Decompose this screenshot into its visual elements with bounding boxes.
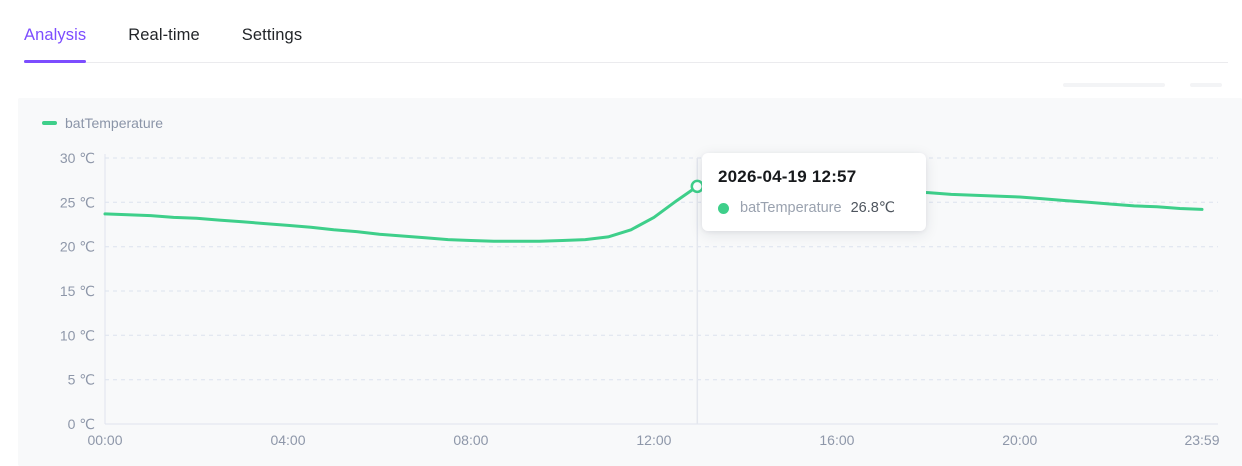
x-tick-label: 00:00 <box>87 432 122 448</box>
tab-settings[interactable]: Settings <box>241 26 303 44</box>
y-tick-label: 0 ℃ <box>68 416 95 432</box>
x-tick-label: 23:59 <box>1184 432 1219 448</box>
tab-bar: Analysis Real-time Settings <box>24 0 1228 63</box>
tab-real-time[interactable]: Real-time <box>128 26 200 44</box>
series-dot-icon <box>718 202 729 214</box>
x-tick-label: 04:00 <box>270 432 305 448</box>
x-tick-label: 12:00 <box>636 432 671 448</box>
y-tick-label: 15 ℃ <box>60 283 95 299</box>
tab-analysis[interactable]: Analysis <box>24 2 87 63</box>
x-tick-label: 16:00 <box>819 432 854 448</box>
chart-panel: 0 ℃ 5 ℃ 10 ℃ 15 ℃ 20 ℃ 25 ℃ 30 ℃ 00:00 04:00 08:0… <box>18 98 1242 466</box>
tooltip-series-name: batTemperature <box>740 200 842 216</box>
x-tick-label: 20:00 <box>1002 432 1037 448</box>
y-tick-label: 10 ℃ <box>60 327 95 343</box>
temperature-line <box>103 182 1204 243</box>
tooltip-datetime: 2026-04-19 12:57 <box>718 167 857 186</box>
faint-placeholder-bar <box>1190 83 1222 87</box>
tooltip-series-value: 26.8℃ <box>850 200 896 216</box>
y-tick-label: 25 ℃ <box>60 194 95 210</box>
legend-item-battemperature[interactable]: batTemperature <box>42 115 163 131</box>
chart-tooltip: 2026-04-19 12:57 batTemperature 26.8℃ <box>702 153 926 231</box>
legend-label: batTemperature <box>65 115 164 131</box>
tooltip-series-row: batTemperature 26.8℃ <box>718 200 910 216</box>
y-tick-label: 5 ℃ <box>68 372 95 388</box>
legend-line-swatch <box>42 121 57 125</box>
y-tick-label: 20 ℃ <box>60 239 95 255</box>
temperature-chart[interactable]: 0 ℃ 5 ℃ 10 ℃ 15 ℃ 20 ℃ 25 ℃ 30 ℃ 00:00 04:00 08:0… <box>18 98 1242 466</box>
y-tick-label: 30 ℃ <box>60 150 95 166</box>
faint-placeholder-bar <box>1063 83 1165 87</box>
x-tick-label: 08:00 <box>453 432 488 448</box>
